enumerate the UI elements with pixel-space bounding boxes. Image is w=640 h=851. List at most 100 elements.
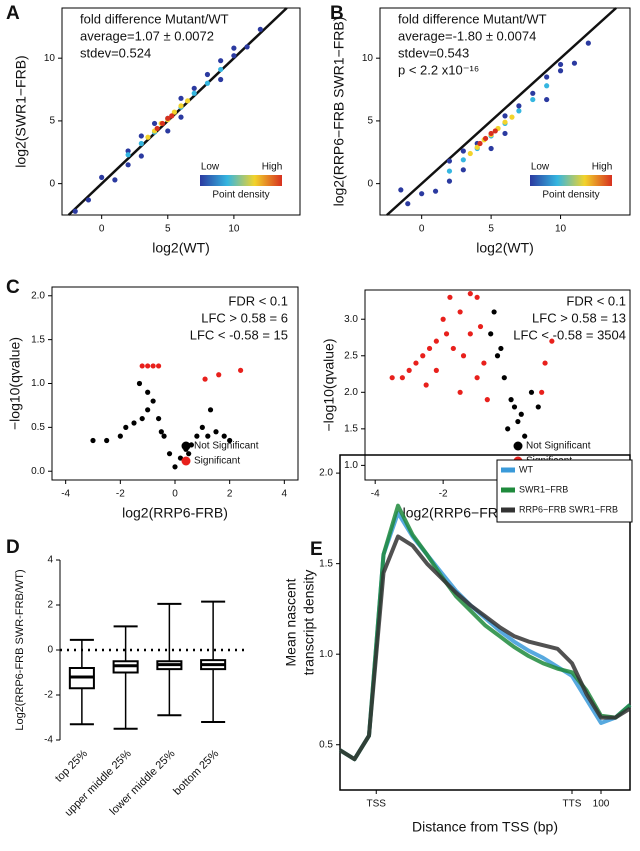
annotation: average=1.07 ± 0.0072 [80,28,214,43]
y-tick-label: 3.0 [344,314,358,325]
point [501,375,507,381]
point [139,363,145,369]
x-tick-label: 10 [555,224,567,235]
point [156,415,162,422]
point [484,397,490,403]
point [238,367,244,373]
point [177,455,184,461]
y-tick-label: 1.5 [31,334,45,345]
point [123,424,129,430]
point [460,157,466,163]
plot-frame [61,7,301,216]
point [528,389,535,395]
panel-label: D [6,537,20,558]
panel-label: B [330,3,344,24]
y-tick-label: 0.5 [319,739,333,750]
point [482,135,489,142]
x-axis-label: log2(WT) [152,240,210,256]
x-tick-label: 0 [172,489,178,500]
annotation: LFC > 0.58 = 6 [201,310,288,325]
point [494,353,501,359]
series-line [338,503,632,762]
point [433,338,439,344]
panel-label: C [6,277,20,298]
point [474,375,480,381]
legend-label: RRP6−FRB SWR1−FRB [519,504,618,514]
point [207,407,214,413]
point [474,294,480,300]
point [474,144,480,150]
annotation: stdev=0.524 [80,45,151,60]
point [231,45,237,51]
point [185,98,191,104]
point [511,404,518,410]
point [530,90,536,96]
series-line [338,534,632,762]
point [172,464,178,470]
plot-frame [379,7,631,216]
y-axis-label: −log10(qvalue) [321,338,337,431]
point [104,437,110,444]
point [492,128,498,134]
y-tick-label: 1.5 [344,423,358,434]
point [460,353,467,359]
legend-swatch [181,456,191,466]
x-tick-label: 10 [228,224,240,235]
point [413,360,419,366]
point [477,140,483,147]
annotation: LFC < -0.58 = 15 [190,327,288,342]
point [90,437,96,444]
point [406,367,412,373]
point [399,375,405,381]
point [72,208,78,214]
y-tick-label: 2.0 [319,468,333,479]
y-tick-label: 4 [47,555,53,566]
point [420,353,426,359]
point [535,404,541,410]
y-axis-label: log2(SWR1−FRB) [13,55,29,167]
point [502,119,508,125]
colorbar-title: Point density [212,190,269,201]
identity-line [67,7,288,216]
x-tick-label: 4 [282,489,288,500]
point [557,68,564,74]
point [150,363,156,369]
point [447,294,453,300]
y-tick-label: 1.0 [344,460,358,471]
legend-swatch [513,441,523,451]
point [440,316,446,322]
annotation: LFC > 0.58 = 13 [532,310,626,325]
x-tick-label: bottom 25% [171,748,221,798]
y-tick-label: 0 [367,178,373,189]
point [178,114,184,120]
point [150,398,156,404]
x-tick-label: -4 [61,489,70,500]
point [136,380,143,387]
annotation: LFC < -0.58 = 3504 [513,327,626,342]
point [117,433,123,439]
y-tick-label: 2.5 [344,350,358,361]
point [557,61,564,68]
legend-label: WT [519,464,533,474]
x-tick-label: TTS [563,799,582,810]
point [165,128,171,134]
point [221,433,227,439]
colorbar-high: High [262,162,283,173]
point [85,197,92,203]
point [218,58,224,64]
point [432,188,439,194]
point [488,331,494,337]
point [446,158,453,164]
point [165,115,171,121]
point [244,44,250,50]
point [151,120,158,127]
point [571,60,578,66]
point [457,309,463,315]
y-tick-label: 0.0 [31,466,45,477]
point [508,397,514,403]
panel-label: E [310,539,323,560]
point [488,130,494,137]
y-tick-label: 10 [44,53,56,64]
point [426,345,433,352]
y-tick-label: 1.5 [319,558,333,569]
